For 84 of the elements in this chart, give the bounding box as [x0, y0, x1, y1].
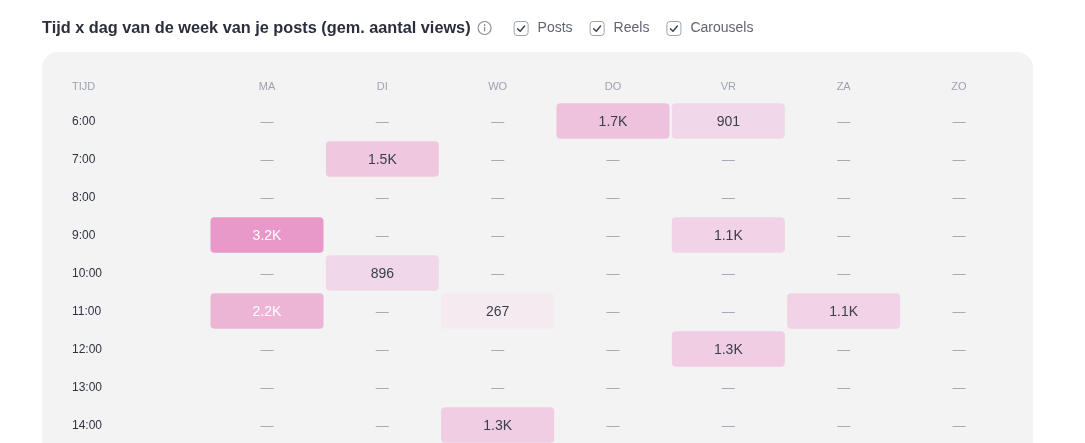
text: —	[721, 189, 735, 205]
text: —	[491, 113, 505, 129]
text: Posts	[537, 19, 573, 35]
x-tick-label: DI	[376, 80, 388, 92]
text: —	[375, 303, 389, 319]
text: —	[837, 417, 851, 433]
text: —	[375, 189, 389, 205]
text: —	[375, 379, 389, 395]
x-tick-label: ZO	[951, 80, 968, 92]
data-label: 1.3K	[713, 340, 744, 357]
x-tick-label: MA	[258, 80, 276, 92]
text: —	[952, 189, 966, 205]
text: —	[606, 417, 620, 433]
text: —	[260, 379, 274, 395]
text: —	[952, 151, 966, 167]
text: —	[952, 341, 966, 357]
y-tick-label: 11:00	[72, 304, 102, 319]
x-tick-label: ZA	[836, 80, 852, 92]
text: —	[606, 379, 620, 395]
x-tick-label: VR	[720, 80, 737, 92]
y-tick-label: 6:00	[72, 114, 96, 129]
data-label: 896	[370, 264, 395, 281]
data-label: 2.2K	[252, 302, 283, 319]
text: —	[491, 227, 505, 243]
y-axis-title: TIJD	[72, 80, 96, 92]
text: —	[952, 303, 966, 319]
text: —	[375, 113, 389, 129]
text: —	[837, 189, 851, 205]
text: —	[952, 265, 966, 281]
text: —	[952, 417, 966, 433]
text: —	[606, 265, 620, 281]
data-label: 1.1K	[713, 226, 744, 243]
data-label: 1.1K	[829, 302, 859, 319]
text: Carousels	[690, 19, 754, 35]
text: —	[375, 341, 389, 357]
text: Reels	[613, 19, 650, 35]
text: —	[837, 341, 851, 357]
text: —	[952, 379, 966, 395]
y-tick-label: 10:00	[72, 266, 103, 281]
text: —	[491, 151, 505, 167]
text: —	[837, 113, 851, 129]
data-label: 3.2K	[252, 226, 283, 243]
x-tick-label: DO	[604, 80, 622, 92]
text: —	[375, 417, 389, 433]
text: —	[606, 151, 620, 167]
text: —	[375, 227, 389, 243]
text: —	[952, 227, 966, 243]
text: —	[491, 341, 505, 357]
text: —	[721, 303, 735, 319]
text: —	[721, 265, 735, 281]
text: —	[260, 265, 274, 281]
text: —	[491, 189, 505, 205]
text: —	[952, 113, 966, 129]
y-tick-label: 7:00	[72, 152, 96, 167]
text: —	[260, 341, 274, 357]
text: —	[837, 265, 851, 281]
data-label: 1.7K	[598, 112, 629, 129]
text: —	[260, 151, 274, 167]
text: —	[260, 189, 274, 205]
y-tick-label: 8:00	[72, 190, 96, 205]
text: —	[606, 189, 620, 205]
text: —	[721, 151, 735, 167]
y-tick-label: 9:00	[72, 228, 96, 243]
text: —	[721, 417, 735, 433]
data-label: 1.3K	[483, 416, 513, 433]
data-label: 901	[716, 112, 741, 129]
text: —	[837, 379, 851, 395]
text: —	[837, 227, 851, 243]
y-tick-label: 13:00	[72, 380, 103, 395]
x-tick-label: WO	[488, 80, 508, 92]
text: —	[491, 379, 505, 395]
y-tick-label: 12:00	[72, 342, 103, 357]
text: —	[606, 227, 620, 243]
text: —	[606, 341, 620, 357]
data-label: 267	[485, 302, 510, 319]
text: —	[837, 151, 851, 167]
text: —	[260, 113, 274, 129]
text: —	[491, 265, 505, 281]
text: —	[260, 417, 274, 433]
y-tick-label: 14:00	[72, 418, 103, 433]
data-label: 1.5K	[367, 150, 398, 167]
text: —	[721, 379, 735, 395]
text: —	[606, 303, 620, 319]
chart-title: Tijd x dag van de week van je posts (gem. aantal views)	[42, 18, 471, 36]
